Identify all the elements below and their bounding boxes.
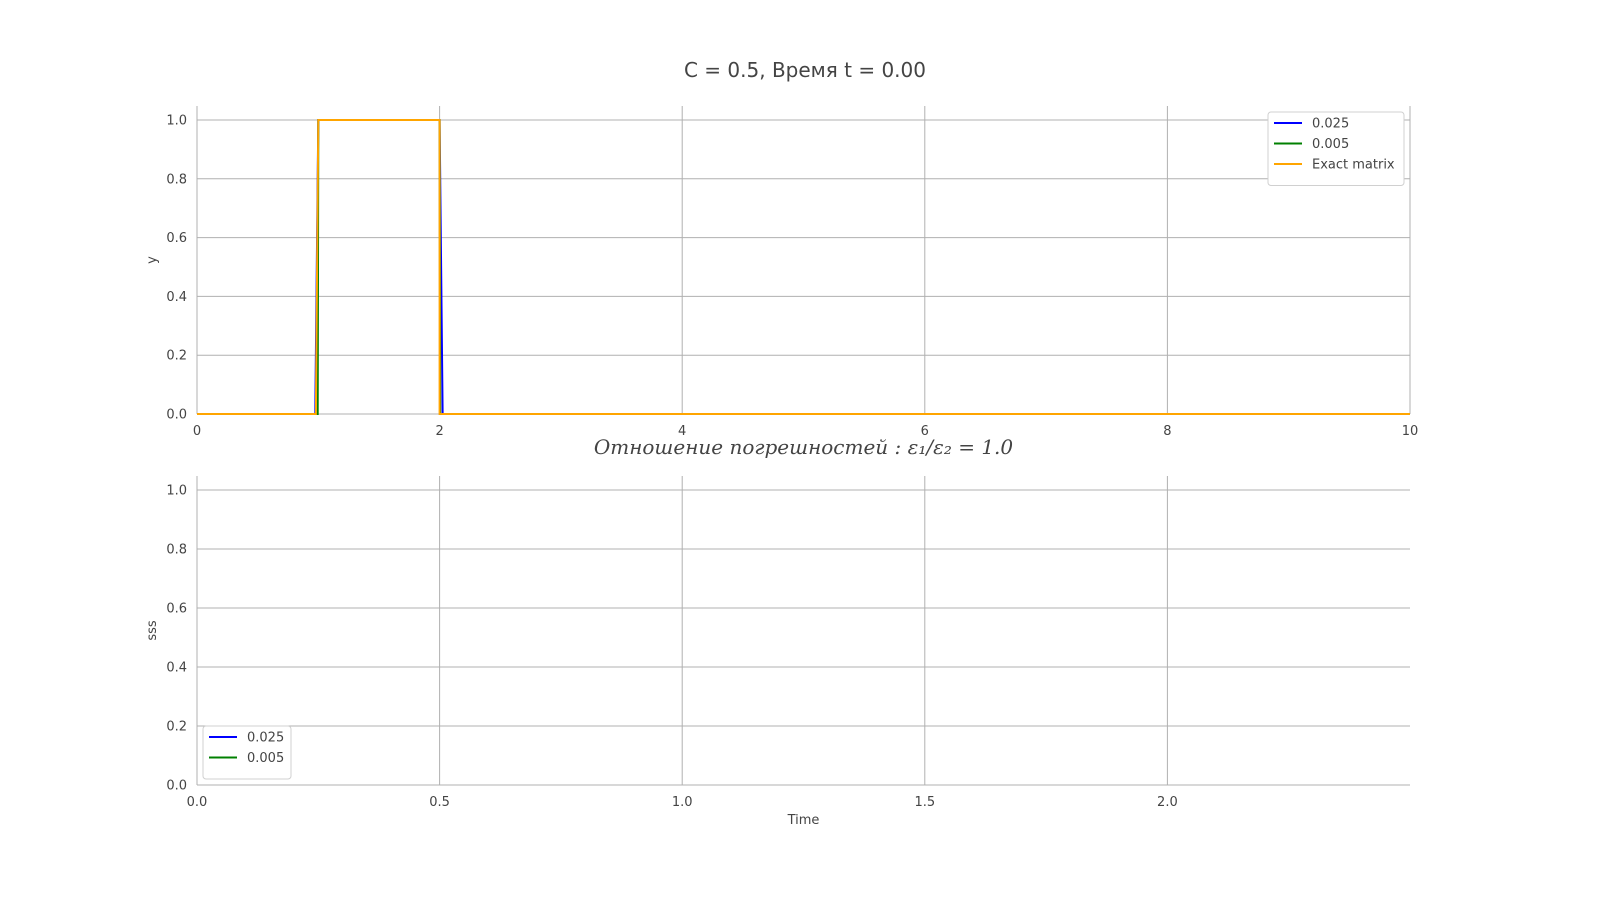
legend-label: 0.005: [1312, 137, 1349, 152]
legend-box: [202, 725, 292, 780]
x-tick-label: 0.5: [429, 795, 450, 810]
x-tick-label: 6: [921, 424, 929, 439]
figure-title: C = 0.5, Время t = 0.00: [684, 58, 926, 82]
y-axis-label: sss: [145, 620, 160, 641]
series-line-0-025: [197, 119, 1410, 415]
legend-label: 0.025: [1312, 117, 1349, 132]
y-tick-label: 1.0: [166, 114, 187, 129]
legend-label: 0.025: [247, 731, 284, 746]
legend-box: [1267, 111, 1405, 186]
y-tick-label: 0.4: [166, 661, 187, 676]
x-tick-label: 4: [678, 424, 686, 439]
y-tick-label: 0.0: [166, 408, 187, 423]
y-tick-label: 0.6: [166, 602, 187, 617]
x-tick-label: 0: [193, 424, 201, 439]
y-tick-label: 0.2: [166, 349, 187, 364]
x-axis-label: Time: [787, 813, 820, 828]
x-tick-label: 1.5: [914, 795, 935, 810]
y-tick-label: 1.0: [166, 484, 187, 499]
top-plot: 0 2 4 6 8 10 0.0 0.2 0.4 0.6 0.8 1.0 y 0.025 0.005 Exac…: [145, 106, 1418, 439]
y-tick-label: 0.8: [166, 172, 187, 187]
subplot-title: Отношение погрешностей : ε₁/ε₂ = 1.0: [594, 435, 1014, 459]
x-tick-label: 0.0: [187, 795, 208, 810]
y-tick-label: 0.6: [166, 231, 187, 246]
y-tick-label: 0.8: [166, 543, 187, 558]
x-tick-label: 2: [435, 424, 443, 439]
x-tick-label: 8: [1163, 424, 1171, 439]
series-line-exact-matrix: [197, 119, 1410, 415]
series-line-0-005: [197, 119, 1410, 415]
y-tick-label: 0.2: [166, 720, 187, 735]
legend: 0.025 0.005 Exact matrix: [1267, 111, 1405, 186]
bottom-plot: 0.0 0.5 1.0 1.5 2.0 0.0 0.2 0.4 0.6 0.8 1.0 sss Time…: [145, 435, 1410, 828]
y-axis-label: y: [145, 256, 160, 264]
x-tick-label: 1.0: [672, 795, 693, 810]
legend-label: Exact matrix: [1312, 158, 1395, 173]
y-tick-label: 0.0: [166, 779, 187, 794]
legend: 0.025 0.005: [202, 725, 292, 780]
x-tick-label: 10: [1402, 424, 1419, 439]
legend-label: 0.005: [247, 751, 284, 766]
y-tick-label: 0.4: [166, 290, 187, 305]
x-tick-label: 2.0: [1157, 795, 1178, 810]
